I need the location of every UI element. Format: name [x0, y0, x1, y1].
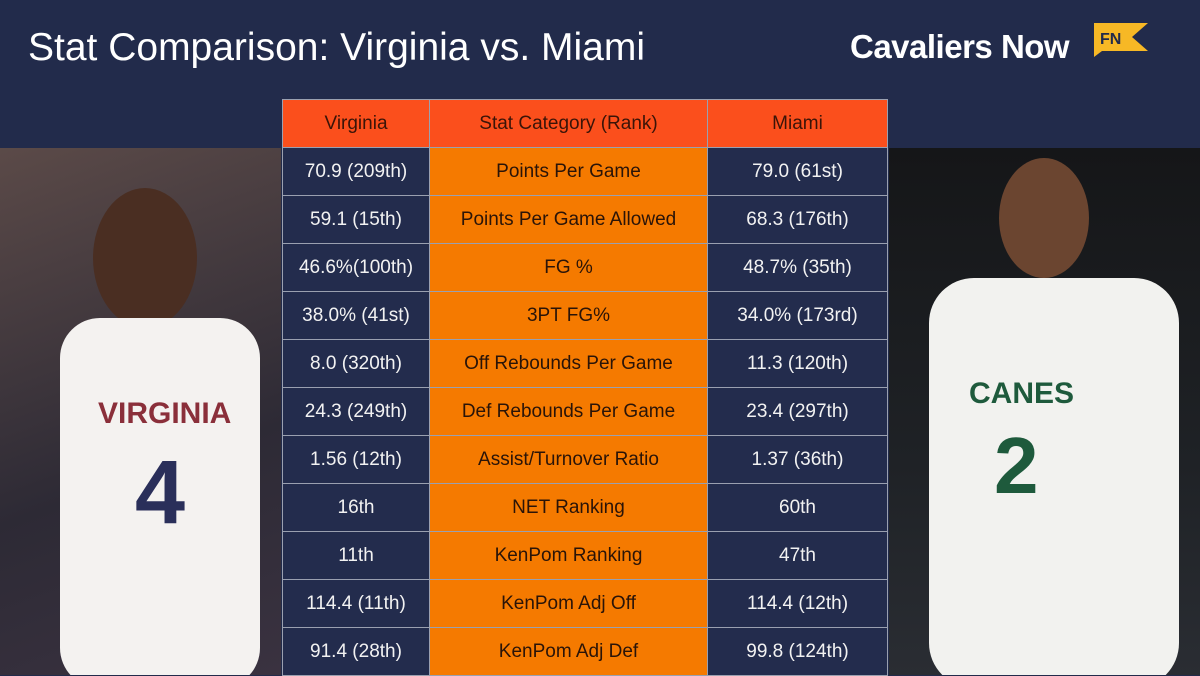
- table-row: 1.56 (12th) Assist/Turnover Ratio 1.37 (36…: [282, 435, 888, 484]
- miami-value: 34.0% (173rd): [707, 291, 888, 340]
- column-header-virginia: Virginia: [282, 99, 430, 148]
- miami-value: 23.4 (297th): [707, 387, 888, 436]
- table-row: 91.4 (28th) KenPom Adj Def 99.8 (124th): [282, 627, 888, 676]
- miami-value: 47th: [707, 531, 888, 580]
- stat-category: FG %: [429, 243, 708, 292]
- fn-badge-icon: FN: [1092, 21, 1150, 59]
- virginia-value: 11th: [282, 531, 430, 580]
- table-row: 11th KenPom Ranking 47th: [282, 531, 888, 580]
- virginia-value: 91.4 (28th): [282, 627, 430, 676]
- stat-category: KenPom Adj Def: [429, 627, 708, 676]
- table-row: 38.0% (41st) 3PT FG% 34.0% (173rd): [282, 291, 888, 340]
- table-row: 70.9 (209th) Points Per Game 79.0 (61st): [282, 147, 888, 196]
- miami-value: 114.4 (12th): [707, 579, 888, 628]
- stat-category: Def Rebounds Per Game: [429, 387, 708, 436]
- virginia-value: 24.3 (249th): [282, 387, 430, 436]
- table-row: 24.3 (249th) Def Rebounds Per Game 23.4 (2…: [282, 387, 888, 436]
- jersey-number: 2: [994, 421, 1039, 510]
- jersey-text: CANES: [969, 377, 1074, 410]
- jersey-text: VIRGINIA: [98, 397, 231, 430]
- virginia-value: 59.1 (15th): [282, 195, 430, 244]
- column-header-miami: Miami: [707, 99, 888, 148]
- virginia-value: 1.56 (12th): [282, 435, 430, 484]
- column-header-category: Stat Category (Rank): [429, 99, 708, 148]
- virginia-value: 38.0% (41st): [282, 291, 430, 340]
- miami-player-photo: CANES 2: [889, 148, 1200, 675]
- virginia-value: 70.9 (209th): [282, 147, 430, 196]
- miami-value: 99.8 (124th): [707, 627, 888, 676]
- stat-category: Assist/Turnover Ratio: [429, 435, 708, 484]
- virginia-player-photo: VIRGINIA 4: [0, 148, 281, 675]
- virginia-value: 46.6%(100th): [282, 243, 430, 292]
- table-row: 8.0 (320th) Off Rebounds Per Game 11.3 (12…: [282, 339, 888, 388]
- stat-category: 3PT FG%: [429, 291, 708, 340]
- miami-value: 11.3 (120th): [707, 339, 888, 388]
- stat-category: Off Rebounds Per Game: [429, 339, 708, 388]
- page-title: Stat Comparison: Virginia vs. Miami: [28, 26, 645, 69]
- stat-category: Points Per Game: [429, 147, 708, 196]
- table-row: 59.1 (15th) Points Per Game Allowed 68.3 (…: [282, 195, 888, 244]
- stat-comparison-table: Virginia Stat Category (Rank) Miami 70.9…: [282, 99, 888, 676]
- virginia-value: 8.0 (320th): [282, 339, 430, 388]
- miami-value: 48.7% (35th): [707, 243, 888, 292]
- stat-category: KenPom Ranking: [429, 531, 708, 580]
- virginia-value: 114.4 (11th): [282, 579, 430, 628]
- miami-value: 79.0 (61st): [707, 147, 888, 196]
- stat-category: Points Per Game Allowed: [429, 195, 708, 244]
- miami-value: 1.37 (36th): [707, 435, 888, 484]
- virginia-value: 16th: [282, 483, 430, 532]
- svg-text:FN: FN: [1100, 31, 1121, 48]
- table-row: 114.4 (11th) KenPom Adj Off 114.4 (12th): [282, 579, 888, 628]
- stat-category: KenPom Adj Off: [429, 579, 708, 628]
- table-row: 46.6%(100th) FG % 48.7% (35th): [282, 243, 888, 292]
- brand-logo-text: Cavaliers Now: [850, 28, 1070, 65]
- miami-value: 60th: [707, 483, 888, 532]
- jersey-number: 4: [135, 443, 185, 543]
- table-row: 16th NET Ranking 60th: [282, 483, 888, 532]
- miami-value: 68.3 (176th): [707, 195, 888, 244]
- stat-category: NET Ranking: [429, 483, 708, 532]
